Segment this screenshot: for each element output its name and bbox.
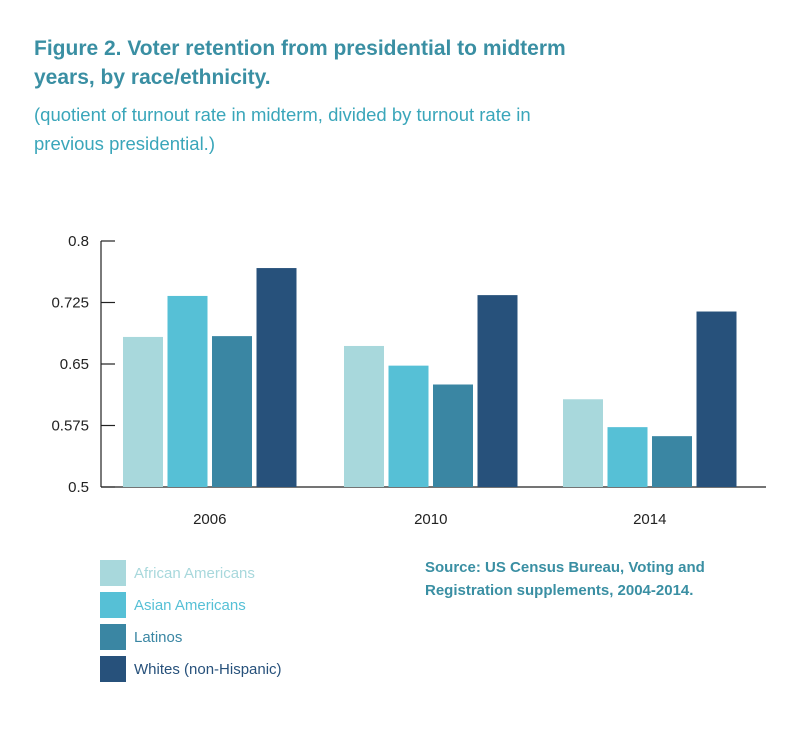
bar — [607, 427, 648, 487]
bar — [696, 311, 737, 487]
y-tick-label: 0.5 — [68, 479, 89, 496]
legend-swatch — [100, 656, 126, 682]
x-category-label: 2014 — [633, 511, 666, 528]
x-category-label: 2010 — [414, 511, 447, 528]
source-note: Source: US Census Bureau, Voting and Reg… — [425, 559, 705, 599]
bar — [388, 365, 429, 487]
chart-title: Figure 2. Voter retention from president… — [34, 37, 566, 89]
bar — [433, 384, 473, 487]
y-tick-label: 0.725 — [51, 295, 89, 312]
bar — [477, 295, 518, 487]
legend-item-asian-americans: Asian Americans — [100, 589, 282, 621]
y-tick-label: 0.575 — [51, 418, 89, 435]
bar — [344, 345, 384, 487]
chart-bars — [123, 268, 737, 487]
x-category-label: 2006 — [193, 511, 226, 528]
legend-item-latinos: Latinos — [100, 621, 282, 653]
legend-label: Latinos — [134, 628, 183, 646]
bar — [123, 336, 163, 487]
x-axis-labels: 2006 2010 2014 — [193, 511, 666, 528]
legend-item-african-americans: African Americans — [100, 557, 282, 589]
legend-label: African Americans — [134, 564, 255, 582]
y-tick-label: 0.8 — [68, 233, 89, 250]
legend-item-whites: Whites (non-Hispanic) — [100, 653, 282, 685]
legend-swatch — [100, 624, 126, 650]
chart-legend: African Americans Asian Americans Latino… — [100, 557, 282, 685]
bar — [167, 295, 208, 487]
legend-label: Asian Americans — [134, 596, 246, 614]
bar — [256, 268, 297, 487]
bar — [563, 399, 603, 487]
bar — [212, 336, 252, 487]
chart-subtitle: (quotient of turnout rate in midterm, di… — [34, 104, 531, 154]
legend-swatch — [100, 560, 126, 586]
bar — [652, 436, 692, 487]
y-axis-ticks: 0.8 0.725 0.65 0.575 0.5 — [51, 233, 115, 496]
legend-swatch — [100, 592, 126, 618]
legend-label: Whites (non-Hispanic) — [134, 660, 282, 678]
y-tick-label: 0.65 — [60, 356, 89, 373]
